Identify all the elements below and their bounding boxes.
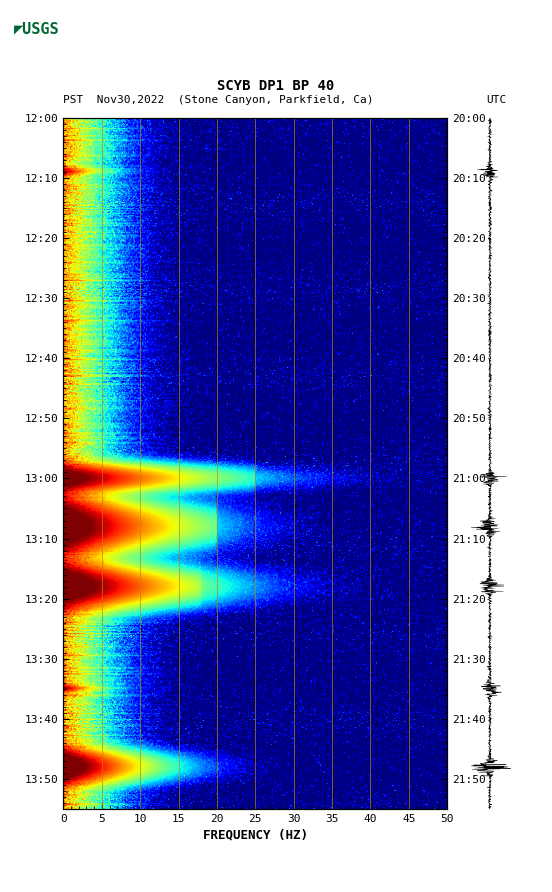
Text: UTC: UTC: [487, 95, 507, 105]
X-axis label: FREQUENCY (HZ): FREQUENCY (HZ): [203, 828, 308, 841]
Text: SCYB DP1 BP 40: SCYB DP1 BP 40: [217, 78, 335, 93]
Text: PST  Nov30,2022  (Stone Canyon, Parkfield, Ca): PST Nov30,2022 (Stone Canyon, Parkfield,…: [63, 95, 374, 105]
Text: ◤USGS: ◤USGS: [14, 21, 60, 36]
